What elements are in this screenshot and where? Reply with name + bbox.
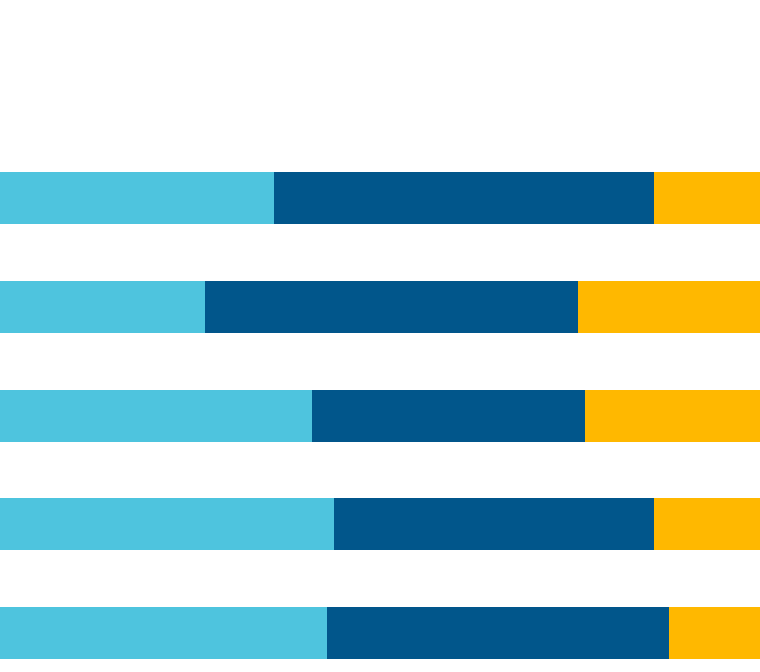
bar-segment-segment-1 — [0, 607, 327, 659]
bar-segment-segment-3 — [577, 280, 760, 333]
bar-segment-segment-2 — [273, 172, 654, 224]
bar-segment-segment-3 — [653, 498, 760, 551]
bar-segment-segment-1 — [0, 172, 274, 224]
bar-segment-segment-1 — [0, 498, 335, 551]
bar-row — [0, 498, 760, 551]
bar-segment-segment-1 — [0, 280, 206, 333]
bar-row — [0, 280, 760, 333]
bar-segment-segment-1 — [0, 389, 312, 442]
bar-segment-segment-2 — [205, 280, 578, 333]
bar-segment-segment-3 — [653, 172, 760, 224]
bar-segment-segment-3 — [668, 607, 760, 659]
bar-segment-segment-2 — [334, 498, 654, 551]
plot-area — [0, 172, 760, 659]
bar-segment-segment-2 — [326, 607, 669, 659]
bar-row — [0, 607, 760, 659]
bar-segment-segment-2 — [311, 389, 586, 442]
bar-row — [0, 172, 760, 224]
bar-row — [0, 389, 760, 442]
bar-segment-segment-3 — [585, 389, 760, 442]
